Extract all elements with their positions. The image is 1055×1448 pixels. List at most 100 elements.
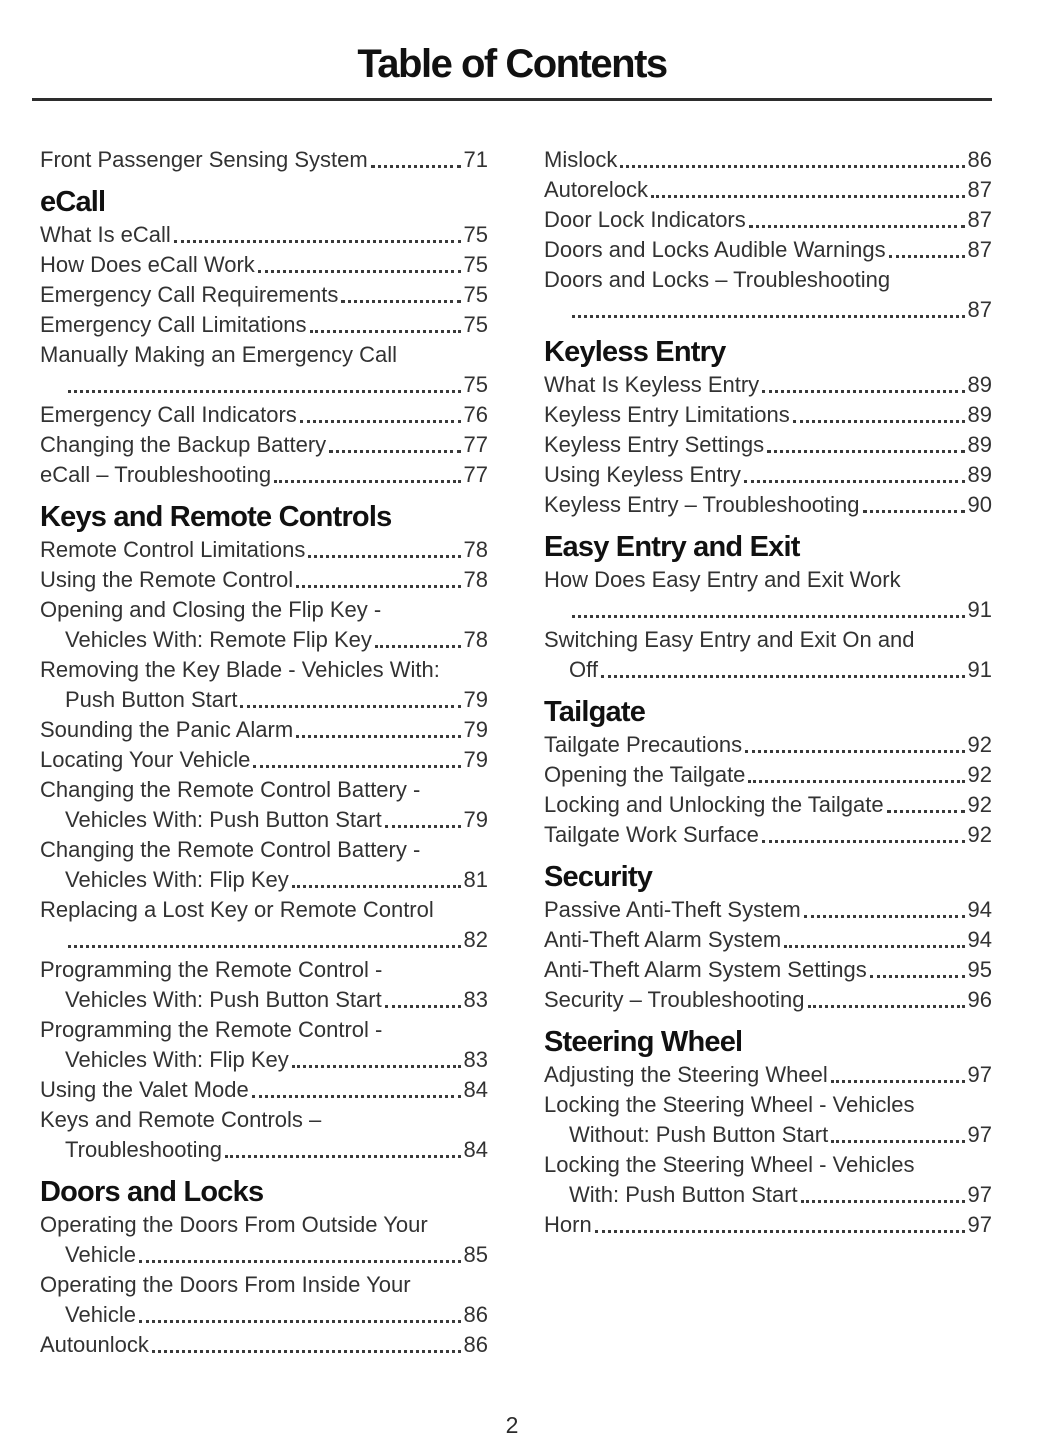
dot-leader (291, 1065, 461, 1068)
toc-entry-row: 91 (544, 595, 992, 625)
dot-leader (296, 585, 461, 588)
toc-entry-label: Using the Valet Mode (40, 1077, 249, 1102)
toc-entry-label: Off (569, 657, 598, 682)
toc-entry: Autorelock 87 (544, 175, 992, 205)
toc-entry-label: How Does eCall Work (40, 252, 255, 277)
toc-entry: How Does eCall Work 75 (40, 250, 488, 280)
dot-leader (572, 315, 965, 318)
page-ref: 75 (463, 312, 488, 337)
toc-entry-row: Anti-Theft Alarm System Settings 95 (544, 955, 992, 985)
toc-entry-label: Security – Troubleshooting (544, 987, 805, 1012)
toc-entry-row: Adjusting the Steering Wheel 97 (544, 1060, 992, 1090)
page-ref: 91 (967, 657, 992, 682)
toc-entry-label: Vehicles With: Push Button Start (65, 987, 382, 1012)
toc-entry: Locking the Steering Wheel - Vehicles Wit… (544, 1150, 992, 1210)
dot-leader (762, 390, 965, 393)
toc-entry-group: Mislock 86 Autorelock 87 Door Lock Indicator… (544, 145, 992, 325)
toc-entry: Operating the Doors From Inside Your Vehi… (40, 1270, 488, 1330)
toc-entry-label: Keyless Entry Settings (544, 432, 765, 457)
page-ref: 76 (463, 402, 488, 427)
toc-entry-row: Sounding the Panic Alarm 79 (40, 715, 488, 745)
page-ref: 86 (967, 147, 992, 172)
toc-entry-label: Vehicles With: Push Button Start (65, 807, 382, 832)
dot-leader (620, 165, 965, 168)
page-ref: 89 (967, 372, 992, 397)
page-ref: 94 (967, 927, 992, 952)
dot-leader (240, 705, 461, 708)
page-ref: 92 (967, 762, 992, 787)
toc-section: Easy Entry and Exit How Does Easy Entry a… (544, 531, 992, 685)
dot-leader (807, 1005, 965, 1008)
page-ref: 83 (463, 1047, 488, 1072)
toc-entry-row: What Is Keyless Entry 89 (544, 370, 992, 400)
toc-entry: Using the Valet Mode 84 (40, 1075, 488, 1105)
toc-entry-label: Autorelock (544, 177, 648, 202)
toc-entry-row: Passive Anti-Theft System 94 (544, 895, 992, 925)
dot-leader (784, 945, 965, 948)
dot-leader (830, 1080, 965, 1083)
toc-entry: Locking and Unlocking the Tailgate 92 (544, 790, 992, 820)
dot-leader (384, 1005, 461, 1008)
page-ref: 87 (967, 237, 992, 262)
dot-leader (151, 1350, 461, 1353)
toc-entry-text: Changing the Remote Control Battery - (40, 837, 421, 862)
toc-entry-row: Keyless Entry Limitations 89 (544, 400, 992, 430)
toc-entry-label: Troubleshooting (65, 1137, 222, 1162)
toc-entry-row: Doors and Locks Audible Warnings 87 (544, 235, 992, 265)
page-ref: 75 (463, 222, 488, 247)
page-ref: 79 (463, 687, 488, 712)
toc-entry: Emergency Call Requirements 75 (40, 280, 488, 310)
toc-entry: Removing the Key Blade - Vehicles With: P… (40, 655, 488, 715)
toc-entry-row: What Is eCall 75 (40, 220, 488, 250)
toc-entry-label: What Is eCall (40, 222, 171, 247)
dot-leader (68, 945, 461, 948)
page-title: Table of Contents (357, 42, 668, 86)
toc-entry-text: Replacing a Lost Key or Remote Control (40, 897, 434, 922)
toc-entry-row: Vehicles With: Push Button Start 83 (40, 985, 488, 1015)
toc-entry-label: Anti-Theft Alarm System (544, 927, 782, 952)
toc-section: Tailgate Tailgate Precautions 92 Opening th… (544, 696, 992, 850)
dot-leader (274, 480, 461, 483)
toc-entry: Tailgate Precautions 92 (544, 730, 992, 760)
dot-leader (173, 240, 461, 243)
page-ref: 77 (463, 462, 488, 487)
toc-entry-row: Push Button Start 79 (40, 685, 488, 715)
toc-entry: Mislock 86 (544, 145, 992, 175)
page-ref: 71 (463, 147, 488, 172)
toc-entry-row: Vehicles With: Flip Key 81 (40, 865, 488, 895)
section-heading: Steering Wheel (544, 1026, 743, 1058)
toc-entry-label: Vehicle (65, 1302, 136, 1327)
section-heading: eCall (40, 186, 106, 218)
toc-entry-text: Manually Making an Emergency Call (40, 342, 398, 367)
toc-entry: Remote Control Limitations 78 (40, 535, 488, 565)
toc-entry-label: Without: Push Button Start (569, 1122, 829, 1147)
toc-entry: Passive Anti-Theft System 94 (544, 895, 992, 925)
toc-entry-row: Horn 97 (544, 1210, 992, 1240)
page-ref: 75 (463, 372, 488, 397)
page-ref: 83 (463, 987, 488, 1012)
page-ref: 78 (463, 537, 488, 562)
page-ref: 79 (463, 717, 488, 742)
dot-leader (374, 645, 461, 648)
page-ref: 87 (967, 177, 992, 202)
toc-entry: Changing the Remote Control Battery - Veh… (40, 835, 488, 895)
toc-entry-text: Locking the Steering Wheel - Vehicles (544, 1092, 915, 1117)
dot-leader (594, 1230, 965, 1233)
toc-entry-label: Horn (544, 1212, 592, 1237)
toc-entry-row: Security – Troubleshooting 96 (544, 985, 992, 1015)
dot-leader (329, 450, 461, 453)
toc-entry-row: Emergency Call Requirements 75 (40, 280, 488, 310)
toc-entry: Doors and Locks Audible Warnings 87 (544, 235, 992, 265)
toc-entry: Front Passenger Sensing System 71 (40, 145, 488, 175)
toc-entry-label: Tailgate Precautions (544, 732, 743, 757)
page-ref: 84 (463, 1077, 488, 1102)
toc-entry-row: 82 (40, 925, 488, 955)
toc-entry: Security – Troubleshooting 96 (544, 985, 992, 1015)
toc-entry-row: Tailgate Precautions 92 (544, 730, 992, 760)
toc-section: Keys and Remote Controls Remote Control L… (40, 501, 488, 1165)
toc-entry: eCall – Troubleshooting 77 (40, 460, 488, 490)
toc-entry: Replacing a Lost Key or Remote Control 82 (40, 895, 488, 955)
toc-entry-row: Using the Valet Mode 84 (40, 1075, 488, 1105)
toc-entry-row: Mislock 86 (544, 145, 992, 175)
toc-entry: Using Keyless Entry 89 (544, 460, 992, 490)
